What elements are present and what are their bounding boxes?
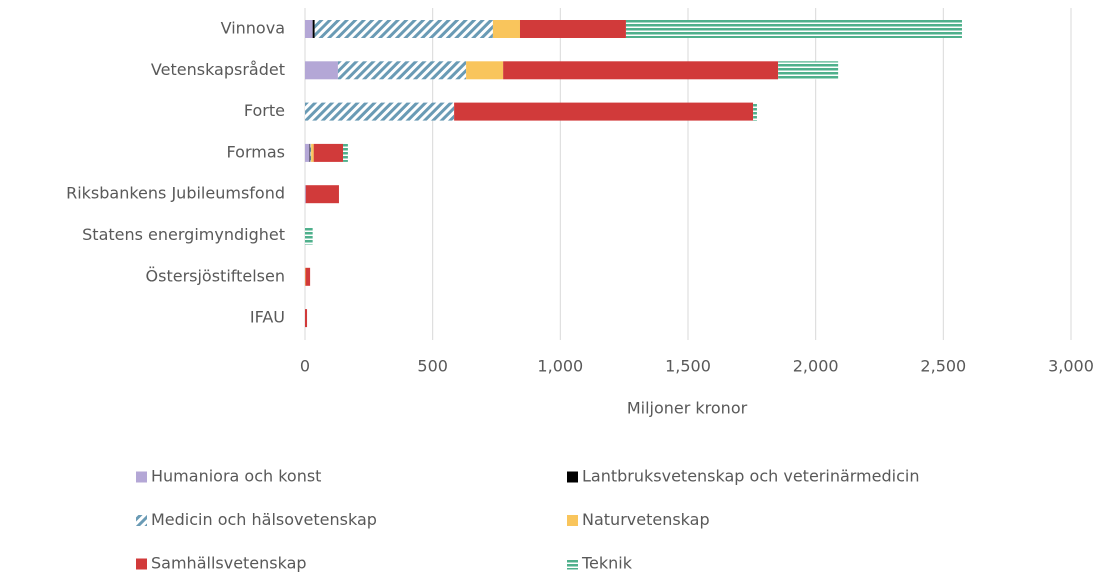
legend-label: Naturvetenskap <box>582 510 710 529</box>
bar-segment <box>343 143 348 162</box>
y-tick-label: Vinnova <box>221 19 285 38</box>
legend-swatch <box>567 471 578 483</box>
x-tick-label: 500 <box>417 357 448 376</box>
bar-segment <box>305 143 310 162</box>
bar-segment <box>519 20 626 38</box>
x-tick-label: 1,500 <box>665 357 711 376</box>
bar-segment <box>305 20 313 38</box>
bar-segment <box>305 309 308 328</box>
bar-segment <box>778 61 839 80</box>
legend-swatch <box>567 558 578 570</box>
x-tick-label: 0 <box>300 357 310 376</box>
y-tick-label: Statens energimyndighet <box>82 225 285 244</box>
bar-segment <box>310 143 312 162</box>
bar-segment <box>313 143 344 162</box>
bar-segment <box>311 143 314 162</box>
x-tick-label: 2,000 <box>793 357 839 376</box>
bar-segment <box>305 267 306 286</box>
y-tick-label: Östersjöstiftelsen <box>146 266 285 285</box>
legend-swatch <box>136 515 147 526</box>
x-tick-label: 2,500 <box>920 357 966 376</box>
bar-segment <box>337 61 467 80</box>
legend-label: Humaniora och konst <box>151 467 321 486</box>
y-tick-label: Riksbankens Jubileumsfond <box>66 184 285 203</box>
y-tick-label: IFAU <box>250 308 285 327</box>
y-tick-label: Vetenskapsrådet <box>151 60 285 79</box>
bar-segment <box>305 185 306 204</box>
x-tick-label: 3,000 <box>1048 357 1094 376</box>
bar-segment <box>454 102 754 121</box>
bar-segment <box>305 185 339 204</box>
x-axis-title: Miljoner kronor <box>627 399 748 418</box>
bar-segment <box>753 102 757 121</box>
bar-segment <box>314 20 493 38</box>
y-tick-label: Formas <box>227 142 285 161</box>
bar-segment <box>305 61 338 80</box>
bar-segment <box>503 61 779 80</box>
bar-segment <box>466 61 504 80</box>
bar-segment <box>625 20 962 38</box>
bar-segment <box>305 102 455 121</box>
legend-swatch <box>567 515 578 526</box>
legend-label: Teknik <box>581 554 633 573</box>
legend-label: Lantbruksvetenskap och veterinärmedicin <box>582 467 919 486</box>
bar-segment <box>492 20 520 38</box>
legend-swatch <box>136 471 147 483</box>
legend-label: Samhällsvetenskap <box>151 554 307 573</box>
y-tick-label: Forte <box>244 101 285 120</box>
legend-label: Medicin och hälsovetenskap <box>151 510 377 529</box>
bar-segment <box>305 267 311 286</box>
legend-swatch <box>136 558 147 570</box>
bar-segment <box>312 20 315 38</box>
bar-segment <box>309 143 311 162</box>
x-tick-label: 1,000 <box>537 357 583 376</box>
bar-segment <box>305 226 313 245</box>
